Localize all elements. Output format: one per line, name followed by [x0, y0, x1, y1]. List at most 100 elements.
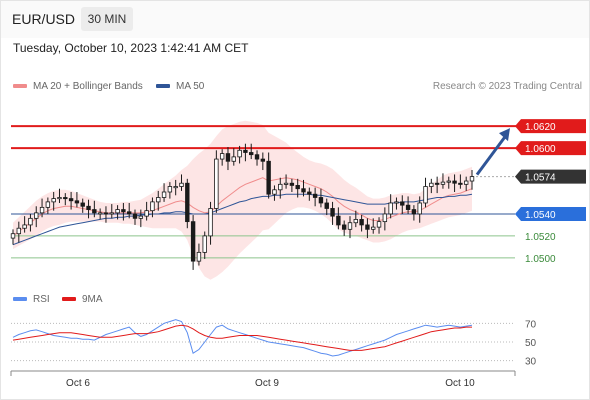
candle-body — [214, 158, 219, 209]
level-label-bg-1.0540 — [515, 206, 586, 221]
candle-body — [405, 204, 411, 210]
candle-body — [92, 209, 97, 214]
candle-body — [249, 152, 254, 156]
candle-body — [394, 201, 399, 204]
level-label-1.0574: 1.0574 — [525, 173, 556, 184]
candle-body — [283, 182, 289, 185]
credit-text: Research © 2023 Trading Central — [432, 81, 582, 92]
timeframe-button[interactable]: 30 MIN — [81, 7, 133, 31]
legend-ma20-label: MA 20 + Bollinger Bands — [33, 81, 143, 92]
candle-body — [260, 158, 266, 162]
candle-body — [295, 185, 300, 190]
rsi-tick-50: 50 — [525, 338, 537, 349]
rsi-tick-30: 30 — [525, 357, 537, 368]
candle-body — [411, 209, 417, 215]
candle-body — [167, 186, 173, 193]
candle-body — [45, 201, 51, 208]
candle-body — [150, 201, 155, 212]
candle-body — [417, 202, 422, 215]
level-label-bg-1.0574 — [515, 169, 586, 184]
rsi-ma-line — [12, 324, 472, 351]
candle-body — [202, 235, 207, 253]
candle-body — [423, 186, 428, 204]
timestamp: Tuesday, October 10, 2023 1:42:41 AM CET — [13, 41, 249, 55]
candle-body — [278, 183, 283, 191]
candle-body — [132, 213, 138, 219]
candle-body — [74, 200, 80, 204]
candle-body — [469, 176, 475, 182]
candle-body — [63, 197, 68, 200]
ma20-swatch — [13, 84, 27, 89]
legend-rsi-ma-label: 9MA — [82, 294, 103, 305]
candle-body — [161, 191, 167, 198]
candle-body — [272, 189, 277, 195]
candle-body — [452, 180, 457, 184]
level-label-bg-1.0600 — [515, 141, 586, 156]
candle-body — [237, 149, 242, 158]
candle-body — [185, 182, 190, 223]
rsi-swatch — [13, 297, 27, 302]
candle-body — [173, 186, 178, 189]
legend-rsi: RSI — [13, 294, 50, 305]
candle-body — [330, 208, 335, 217]
candle-body — [289, 182, 295, 186]
candle-body — [324, 202, 329, 209]
candle-body — [376, 221, 382, 228]
candle-body — [353, 219, 358, 224]
legend-rsi-label: RSI — [33, 294, 50, 305]
candle-body — [463, 180, 469, 185]
candle-body — [359, 219, 364, 226]
x-tick-label: Oct 10 — [445, 378, 475, 389]
level-label-1.0620: 1.0620 — [525, 122, 556, 133]
level-label-1.0540: 1.0540 — [525, 210, 556, 221]
candle-body — [347, 222, 353, 230]
candle-body — [156, 197, 161, 203]
rsi-line — [12, 319, 473, 357]
candle-body — [22, 224, 27, 229]
candle-body — [458, 182, 463, 185]
candle-body — [440, 181, 446, 185]
candle-body — [231, 156, 236, 162]
candle-body — [382, 213, 388, 223]
projection-arrow-head — [499, 128, 510, 142]
candle-body — [28, 217, 33, 226]
legend-ma20: MA 20 + Bollinger Bands — [13, 81, 143, 92]
level-label-1.0600: 1.0600 — [525, 144, 556, 155]
x-tick-label: Oct 9 — [255, 378, 279, 389]
legend-rsi-ma: 9MA — [62, 294, 103, 305]
candle-body — [196, 251, 202, 262]
level-label-1.0500: 1.0500 — [525, 254, 556, 265]
candle-body — [127, 211, 132, 215]
candle-body — [16, 227, 22, 235]
candle-body — [429, 182, 434, 187]
candle-body — [365, 224, 370, 230]
candle-body — [86, 205, 91, 210]
candle-body — [57, 197, 62, 200]
rsi-ma-swatch — [62, 297, 76, 302]
candle-body — [446, 180, 451, 183]
candle-body — [144, 210, 149, 217]
candle-body — [254, 154, 260, 160]
candle-body — [243, 149, 248, 153]
candle-body — [318, 197, 324, 204]
candle-body — [109, 212, 114, 215]
candle-body — [103, 212, 109, 215]
candle-body — [121, 209, 126, 213]
candle-body — [301, 188, 306, 193]
projection-arrow-line — [475, 133, 509, 176]
candle-body — [219, 153, 225, 160]
level-label-bg-1.0620 — [515, 119, 586, 134]
legend-ma50-label: MA 50 — [176, 81, 205, 92]
candle-body — [307, 191, 312, 195]
x-tick-label: Oct 6 — [66, 378, 90, 389]
candle-body — [68, 198, 74, 202]
candle-body — [312, 193, 318, 198]
candle-body — [190, 221, 196, 262]
level-label-1.0520: 1.0520 — [525, 232, 556, 243]
candle-body — [225, 153, 231, 162]
candle-body — [34, 212, 39, 219]
candle-body — [266, 160, 271, 195]
legend-ma50: MA 50 — [156, 81, 204, 92]
rsi-tick-70: 70 — [525, 319, 537, 330]
